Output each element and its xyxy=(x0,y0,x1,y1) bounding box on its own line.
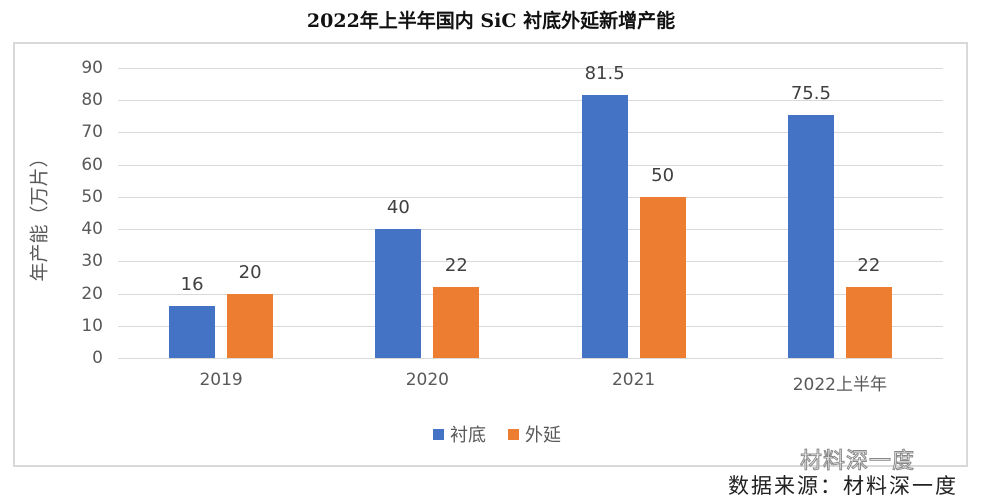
gridline xyxy=(118,261,943,263)
y-tick-label: 30 xyxy=(81,251,103,272)
data-label: 40 xyxy=(386,197,410,219)
data-source: 数据来源：材料深一度 xyxy=(728,474,958,498)
legend-label-substrate: 衬底 xyxy=(450,425,486,446)
bar-substrate xyxy=(375,229,422,358)
bar-epitaxy xyxy=(433,287,480,358)
watermark: 材料深一度 xyxy=(799,449,916,475)
x-tick-label: 2021 xyxy=(611,370,656,390)
legend-label-epitaxy: 外延 xyxy=(525,425,561,446)
legend-swatch-substrate xyxy=(433,428,444,440)
y-tick-label: 70 xyxy=(81,122,103,143)
y-tick-label: 10 xyxy=(81,315,103,336)
x-tick-label: 2020 xyxy=(405,370,449,390)
gridline xyxy=(118,196,943,198)
data-label: 75.5 xyxy=(790,82,831,104)
y-tick-label: 20 xyxy=(81,283,103,304)
bar-substrate xyxy=(787,114,834,358)
legend: 衬底 外延 xyxy=(433,421,561,447)
bar-substrate xyxy=(581,95,628,358)
x-tick-label: 2019 xyxy=(199,370,243,390)
gridline xyxy=(118,358,943,359)
legend-swatch-epitaxy xyxy=(508,428,519,440)
x-tick-label: 2022上半年 xyxy=(792,375,887,395)
chart-frame xyxy=(13,42,968,467)
gridline xyxy=(118,293,943,295)
y-tick-label: 40 xyxy=(81,219,103,240)
gridline xyxy=(118,164,943,166)
data-label: 81.5 xyxy=(584,63,625,85)
data-label: 22 xyxy=(444,255,468,277)
bar-epitaxy xyxy=(227,293,274,358)
data-label: 16 xyxy=(180,274,204,296)
bar-substrate xyxy=(169,306,216,358)
gridline xyxy=(118,100,943,102)
chart-title: 2022年上半年国内 SiC 衬底外延新增产能 xyxy=(306,10,676,32)
y-tick-label: 0 xyxy=(92,348,103,368)
gridline xyxy=(118,325,943,327)
y-tick-label: 90 xyxy=(81,58,103,78)
data-label: 50 xyxy=(651,164,675,186)
bar-epitaxy xyxy=(845,287,892,358)
data-label: 22 xyxy=(857,255,881,277)
y-axis-label: 年产能（万片） xyxy=(28,148,51,282)
gridline xyxy=(118,229,943,231)
y-tick-label: 80 xyxy=(81,90,103,111)
gridline xyxy=(118,68,943,69)
y-tick-label: 60 xyxy=(81,154,103,175)
data-label: 20 xyxy=(238,261,262,283)
bar-epitaxy xyxy=(639,196,686,358)
plot-area: 0 10 20 30 40 50 60 70 80 90 16 20 40 22 81.5 50 75.5 22 xyxy=(81,58,943,368)
gridline xyxy=(118,132,943,134)
y-tick-label: 50 xyxy=(81,186,103,207)
